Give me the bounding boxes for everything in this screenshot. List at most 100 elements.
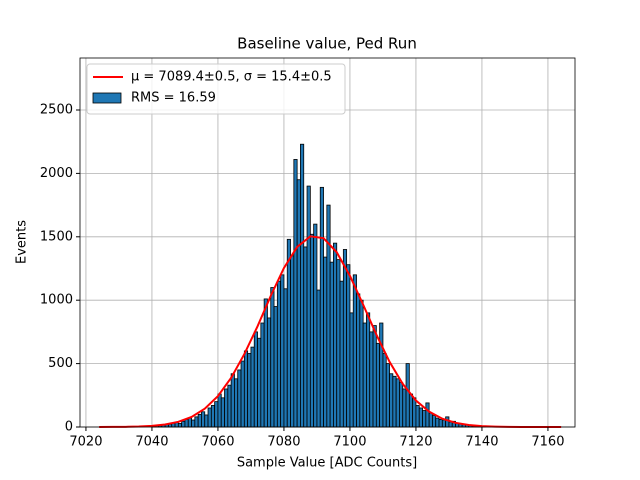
bar xyxy=(306,185,311,428)
bar xyxy=(316,289,321,428)
bar xyxy=(270,287,275,428)
bar xyxy=(375,342,381,428)
bar xyxy=(250,346,255,428)
bar xyxy=(435,417,440,428)
bar xyxy=(280,274,285,428)
legend-label: μ = 7089.4±0.5, σ = 15.4±0.5 xyxy=(131,70,332,85)
bar xyxy=(438,418,443,428)
legend-swatch xyxy=(92,92,122,104)
bar xyxy=(359,299,364,428)
bar xyxy=(283,288,288,428)
y-tick-label: 500 xyxy=(48,356,73,371)
bar xyxy=(329,261,334,428)
bar xyxy=(191,419,196,428)
bar xyxy=(296,179,301,428)
bar xyxy=(181,420,186,428)
bar xyxy=(260,322,265,428)
bar xyxy=(201,411,206,428)
x-tick-label: 7080 xyxy=(267,435,300,450)
bar xyxy=(369,331,374,428)
x-tick-label: 7060 xyxy=(201,435,234,450)
bar xyxy=(230,373,235,428)
bar xyxy=(349,312,354,428)
y-tick-label: 1000 xyxy=(40,293,73,308)
plot-frame xyxy=(79,57,576,428)
bar xyxy=(313,223,318,428)
bar xyxy=(253,331,258,428)
bar xyxy=(412,397,417,428)
bar xyxy=(177,423,183,428)
bar xyxy=(214,401,219,428)
bar xyxy=(323,256,328,428)
bar xyxy=(402,388,407,428)
y-axis-label: Events xyxy=(15,220,30,264)
bar xyxy=(326,204,331,428)
bar xyxy=(366,312,371,428)
bar xyxy=(210,405,216,428)
fit-curve xyxy=(99,235,562,428)
bar xyxy=(415,405,420,428)
x-tick-label: 7100 xyxy=(333,435,366,450)
bar xyxy=(445,416,450,428)
y-tick-label: 2000 xyxy=(40,166,73,181)
bar xyxy=(243,350,249,428)
y-tick-label: 1500 xyxy=(40,229,73,244)
bar xyxy=(428,412,433,428)
bar xyxy=(399,382,404,428)
bar xyxy=(372,325,377,428)
bar xyxy=(333,242,338,428)
bar xyxy=(418,407,423,428)
bar xyxy=(389,373,394,428)
bar xyxy=(441,419,447,428)
bar xyxy=(352,274,357,428)
bar xyxy=(319,186,324,428)
bar xyxy=(263,298,268,428)
bar xyxy=(184,418,189,428)
bar xyxy=(385,363,390,428)
bar xyxy=(187,417,192,428)
x-tick-label: 7120 xyxy=(399,435,432,450)
bar xyxy=(408,393,414,428)
bar xyxy=(234,378,239,428)
x-tick-label: 7140 xyxy=(465,435,498,450)
bar xyxy=(309,233,315,428)
bar xyxy=(204,414,209,428)
bar xyxy=(362,322,367,428)
bar xyxy=(276,280,282,428)
y-tick-label: 2500 xyxy=(40,102,73,117)
bar xyxy=(267,317,272,428)
bar xyxy=(422,410,427,428)
bar xyxy=(300,143,305,428)
bar xyxy=(356,293,361,428)
bar xyxy=(286,238,291,428)
x-tick-label: 7160 xyxy=(531,435,564,450)
bar xyxy=(194,416,199,428)
bar xyxy=(405,363,410,428)
chart-title: Baseline value, Ped Run xyxy=(237,35,417,53)
legend-box xyxy=(86,63,346,115)
bar xyxy=(207,407,212,428)
x-axis-label: Sample Value [ADC Counts] xyxy=(237,456,417,471)
bar xyxy=(237,369,242,428)
bar xyxy=(217,393,222,428)
bar xyxy=(257,337,262,428)
x-tick-label: 7040 xyxy=(135,435,168,450)
bar xyxy=(339,280,344,428)
bar xyxy=(303,246,308,428)
bar xyxy=(240,360,245,428)
bar xyxy=(395,378,400,428)
bar xyxy=(247,353,252,428)
bar xyxy=(197,413,202,428)
bar xyxy=(379,322,384,428)
bar xyxy=(432,415,437,428)
bar xyxy=(224,388,229,428)
bar xyxy=(227,384,232,428)
bar xyxy=(273,306,278,428)
bar xyxy=(382,353,387,428)
y-tick-label: 0 xyxy=(65,420,73,435)
bar xyxy=(392,375,397,428)
bar xyxy=(293,159,298,428)
bar xyxy=(425,402,430,428)
bar xyxy=(220,397,225,428)
